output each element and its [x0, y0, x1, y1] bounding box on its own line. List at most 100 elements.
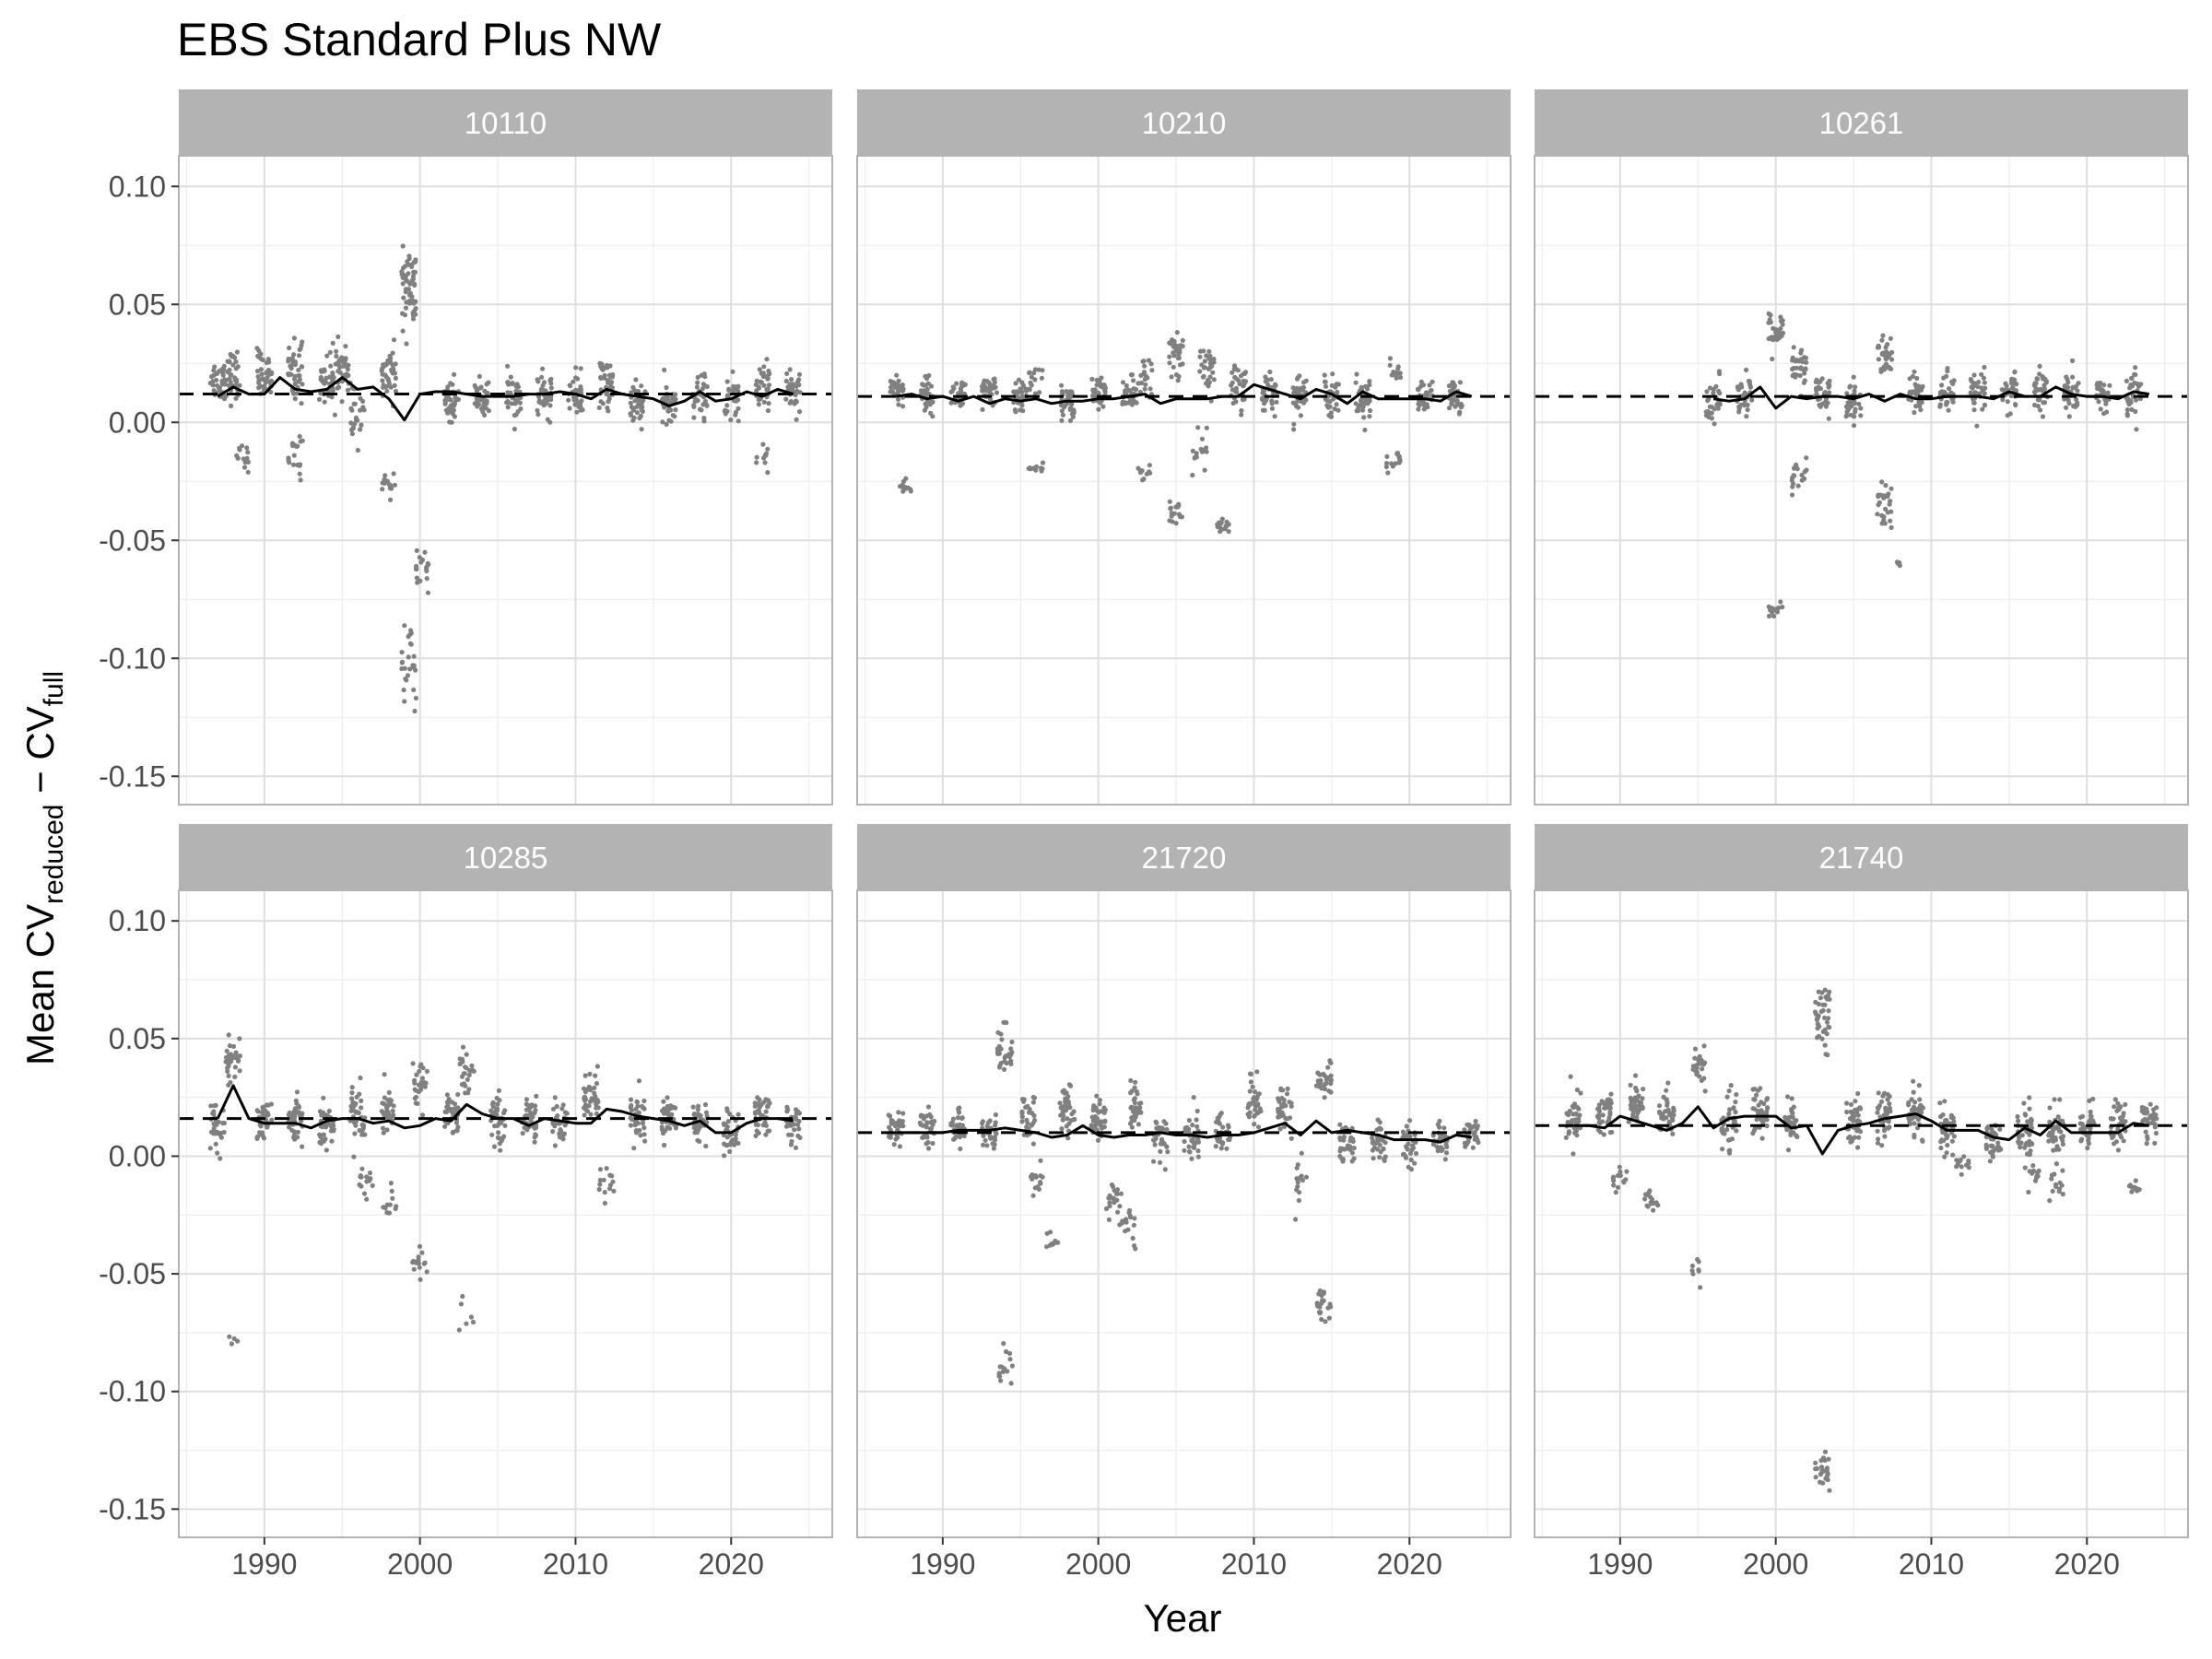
- data-point: [1916, 400, 1922, 406]
- data-point: [2144, 1106, 2149, 1112]
- data-point: [1824, 1019, 1830, 1025]
- data-point: [1326, 1315, 1332, 1321]
- data-point: [424, 576, 429, 582]
- data-point: [471, 1068, 477, 1074]
- data-point: [367, 1171, 373, 1176]
- data-point: [661, 1099, 666, 1104]
- data-point: [1707, 385, 1713, 391]
- data-point: [409, 264, 415, 269]
- data-point: [545, 417, 550, 422]
- data-point: [401, 295, 406, 300]
- data-point: [1293, 1217, 1299, 1222]
- data-point: [254, 369, 261, 374]
- data-point: [1062, 1103, 1067, 1109]
- data-point: [733, 412, 738, 418]
- data-point: [953, 1134, 959, 1140]
- data-point: [1141, 370, 1147, 375]
- data-point: [1387, 356, 1393, 361]
- data-point: [402, 623, 407, 629]
- data-point: [784, 1104, 790, 1110]
- data-point: [415, 1100, 420, 1106]
- data-point: [900, 404, 906, 409]
- data-point: [1876, 1090, 1881, 1096]
- data-point: [449, 1106, 454, 1112]
- data-point: [452, 371, 457, 377]
- data-point: [1437, 1124, 1442, 1130]
- data-point: [211, 368, 217, 373]
- data-point: [1825, 996, 1830, 1002]
- data-point: [322, 399, 327, 405]
- y-tick-label: -0.05: [99, 524, 166, 557]
- data-point: [1132, 399, 1137, 405]
- data-point: [2050, 1188, 2055, 1194]
- x-tick-label: 2020: [699, 1547, 764, 1581]
- data-point: [2149, 1114, 2155, 1120]
- data-point: [2035, 404, 2041, 409]
- data-point: [1914, 375, 1920, 382]
- data-point: [564, 1111, 570, 1116]
- data-point: [497, 1119, 502, 1124]
- data-point: [1132, 1216, 1137, 1221]
- data-point: [299, 364, 304, 370]
- data-point: [724, 403, 730, 408]
- data-point: [1324, 1080, 1329, 1086]
- data-point: [1649, 1199, 1654, 1205]
- data-point: [1303, 1174, 1310, 1180]
- data-point: [1857, 1129, 1864, 1135]
- data-point: [1881, 514, 1887, 520]
- data-point: [1595, 1113, 1601, 1119]
- data-point: [370, 1182, 375, 1188]
- data-point: [1211, 377, 1217, 382]
- data-point: [2064, 405, 2069, 410]
- data-point: [1120, 401, 1125, 406]
- data-point: [1218, 520, 1224, 526]
- data-point: [1997, 1126, 2003, 1132]
- data-point: [552, 1124, 558, 1129]
- data-point: [2026, 1189, 2031, 1195]
- x-axis-title: Year: [1144, 1596, 1222, 1640]
- data-point: [666, 418, 672, 423]
- data-point: [339, 355, 345, 360]
- data-point: [731, 383, 736, 389]
- data-point: [330, 386, 335, 393]
- data-point: [1136, 1108, 1142, 1113]
- data-point: [211, 1112, 217, 1117]
- data-point: [1458, 401, 1464, 406]
- data-point: [1794, 372, 1800, 378]
- data-point: [324, 1147, 329, 1153]
- data-point: [2077, 1121, 2083, 1126]
- data-point: [217, 385, 222, 391]
- data-point: [1321, 1290, 1326, 1296]
- data-point: [756, 402, 762, 407]
- data-point: [1067, 418, 1074, 423]
- data-point: [930, 414, 935, 419]
- data-point: [2018, 1145, 2023, 1150]
- data-point: [1615, 1184, 1621, 1190]
- facet-strip-label: 10261: [1819, 106, 1904, 140]
- data-point: [633, 397, 640, 403]
- data-point: [535, 412, 541, 418]
- data-point: [2090, 1096, 2096, 1101]
- data-point: [1886, 1125, 1891, 1131]
- data-point: [1400, 1152, 1406, 1158]
- facet-strip: [179, 824, 832, 890]
- data-point: [918, 1122, 924, 1127]
- data-point: [665, 1095, 670, 1100]
- data-point: [896, 378, 901, 383]
- data-point: [294, 1089, 300, 1095]
- y-tick-label: 0.05: [109, 1022, 166, 1055]
- data-point: [669, 1112, 675, 1117]
- data-point: [2079, 1113, 2086, 1119]
- data-point: [1017, 389, 1022, 394]
- data-point: [464, 1321, 469, 1326]
- data-point: [1323, 383, 1329, 389]
- data-point: [1920, 1105, 1925, 1111]
- data-point: [1332, 406, 1337, 412]
- data-point: [900, 1111, 906, 1116]
- data-point: [444, 1092, 450, 1098]
- data-point: [1607, 1112, 1613, 1117]
- facet-panel-10210: 10210: [856, 89, 1512, 806]
- data-point: [1704, 389, 1710, 394]
- data-point: [1378, 1126, 1383, 1132]
- data-point: [390, 1195, 395, 1201]
